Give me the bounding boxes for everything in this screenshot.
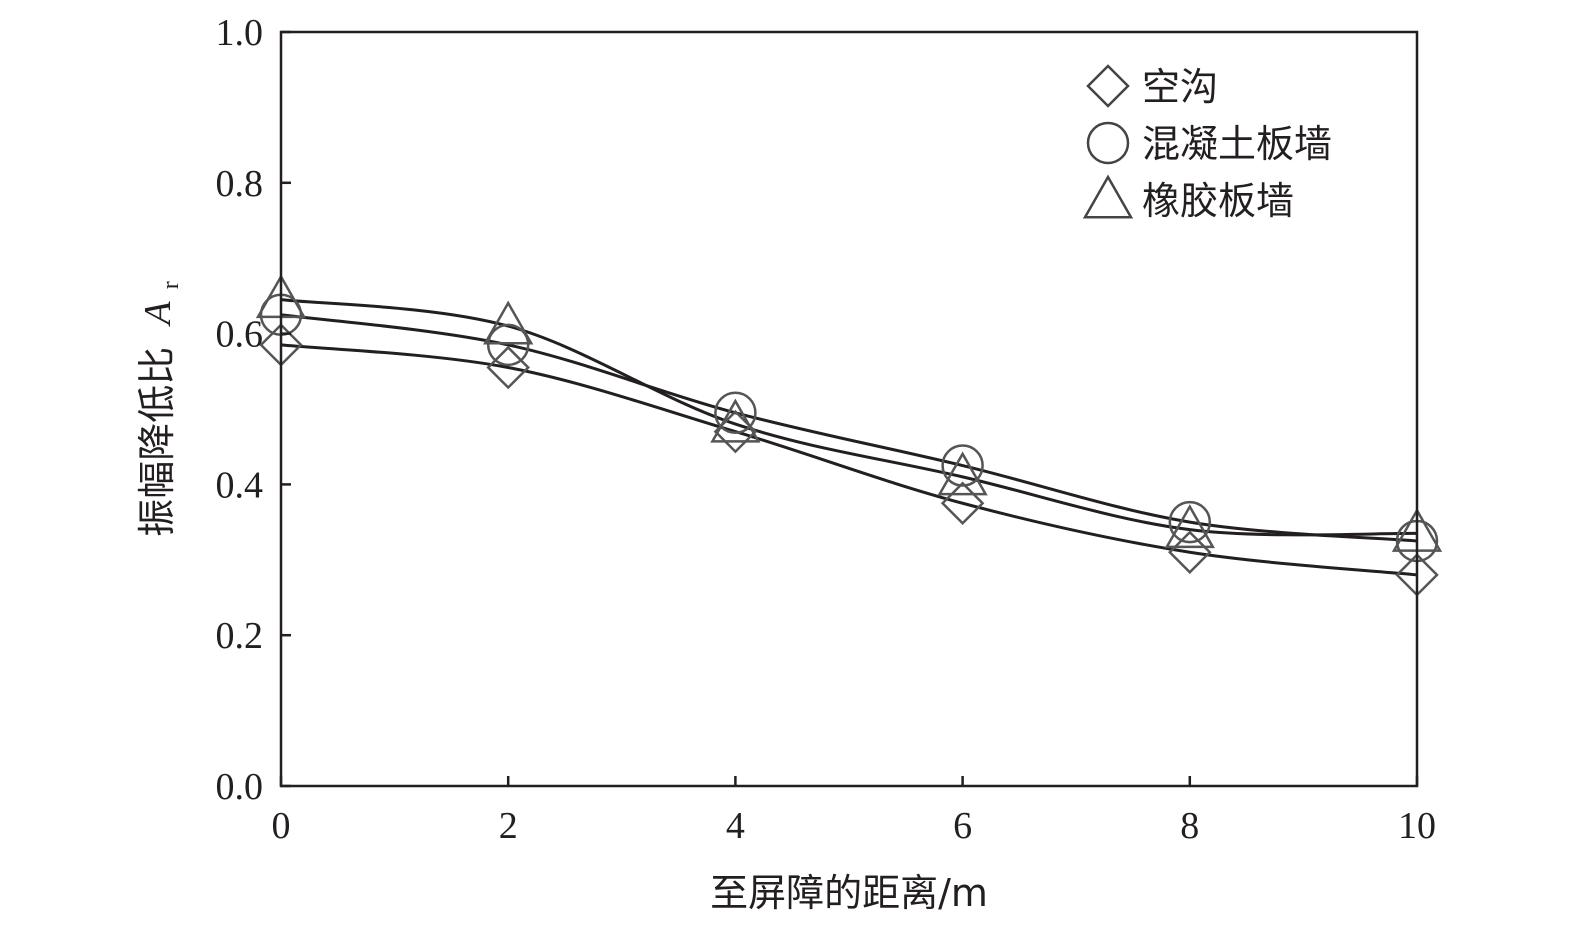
- circle-marker: [714, 391, 757, 435]
- triangle-marker: [483, 300, 534, 345]
- circle-marker: [941, 444, 984, 487]
- curves-layer: [280, 298, 1418, 577]
- y-tick-label: 0.0: [216, 766, 264, 808]
- y-tick-label: 0.2: [216, 615, 264, 657]
- circle-marker: [1168, 500, 1212, 544]
- tick-labels-layer: 0 2 4 6 8 10 0.0 0.2 0.4 0.6 0.8 1.0: [216, 12, 1437, 847]
- y-axis-label: 振幅降低比 A r: [135, 281, 184, 536]
- plot-frame: [279, 30, 1419, 788]
- y-tick-label: 1.0: [216, 12, 264, 54]
- y-axis-label-subscript: r: [158, 281, 184, 289]
- series-line-triangle: [280, 298, 1418, 537]
- y-tick-label: 0.8: [216, 163, 264, 205]
- y-tick-label: 0.6: [216, 314, 264, 356]
- triangle-marker: [710, 398, 761, 443]
- y-axis-label-group: 振幅降低比 A r: [135, 281, 184, 536]
- diamond-marker: [1168, 530, 1212, 575]
- diamond-marker-legend: [1086, 64, 1130, 108]
- triangle-marker: [937, 451, 988, 496]
- circle-marker-legend: [1086, 121, 1130, 165]
- x-tick-label: 4: [726, 805, 745, 847]
- diamond-marker: [940, 481, 985, 526]
- x-tick-label: 6: [953, 805, 972, 847]
- x-tick-label: 2: [499, 805, 518, 847]
- x-axis-label: 至屏障的距离/m: [710, 871, 988, 915]
- x-tick-label: 10: [1398, 805, 1436, 847]
- series-line-diamond: [280, 343, 1418, 577]
- circle-marker: [486, 323, 530, 367]
- x-tick-label: 0: [272, 805, 291, 847]
- legend-label: 空沟: [1142, 65, 1218, 109]
- triangle-marker: [1164, 504, 1215, 549]
- x-tick-label: 8: [1180, 805, 1199, 847]
- legend-label: 橡胶板墙: [1142, 179, 1294, 223]
- triangle-marker-legend: [1082, 174, 1134, 219]
- y-tick-label: 0.4: [216, 464, 264, 506]
- legend-label: 混凝土板墙: [1142, 122, 1332, 166]
- ticks-layer: [279, 30, 1419, 788]
- series-line-circle: [280, 313, 1418, 543]
- y-axis-label-text: 振幅降低比: [135, 347, 179, 537]
- markers-layer: [255, 274, 1443, 597]
- y-axis-label-symbol: A: [137, 301, 179, 328]
